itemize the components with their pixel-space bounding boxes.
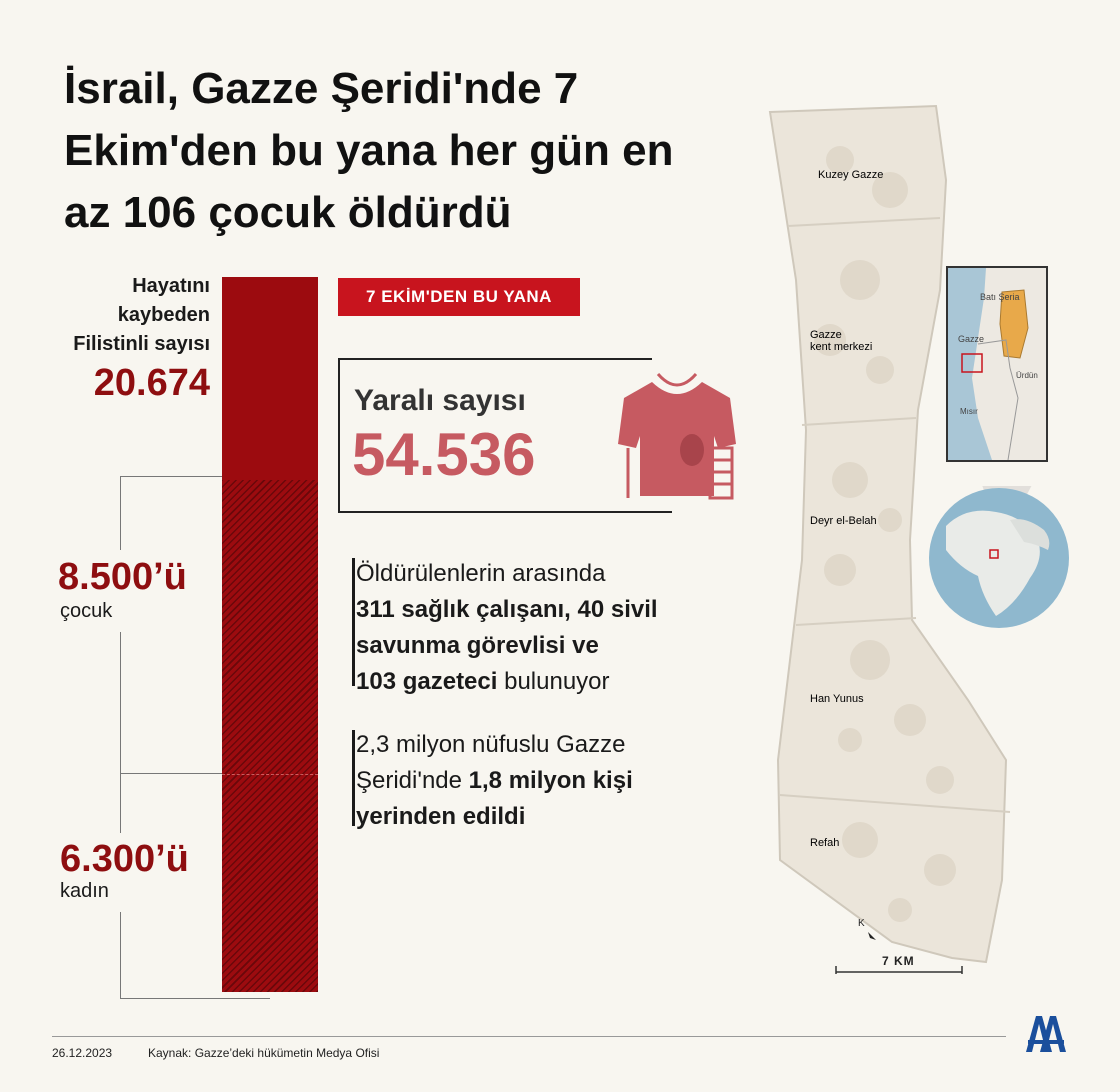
bracket-women-vertical-top: [120, 773, 121, 833]
since-badge: 7 EKİM'DEN BU YANA: [338, 278, 580, 316]
footer-date: 26.12.2023: [52, 1046, 113, 1060]
block1-line3: savunma görevlisi ve: [356, 632, 599, 659]
bar-children: [222, 480, 318, 775]
gaza-strip-map: Kuzey Gazze Gazze kent merkezi Deyr el-B…: [768, 104, 1011, 974]
map-label-rafah: Refah: [810, 837, 839, 849]
page-title: İsrail, Gazze Şeridi'nde 7 Ekim'den bu y…: [64, 64, 674, 237]
map-label-gaza-city: kent merkezi: [810, 341, 872, 353]
killed-value: 20.674: [93, 362, 210, 404]
map-label-north-gaza: Kuzey Gazze: [818, 169, 883, 181]
footer-source: Kaynak: Gazze’deki hükümetin Medya Ofisi: [148, 1046, 380, 1060]
wounded-label: Yaralı sayısı: [354, 384, 526, 417]
map-label-gaza: Gazze: [810, 329, 842, 341]
women-label: kadın: [60, 880, 109, 902]
block1-line2: 311 sağlık çalışanı, 40 sivil: [356, 596, 658, 623]
displacement-details: 2,3 milyon nüfuslu Gazze Şeridi'nde 1,8 …: [354, 727, 714, 835]
block1-line4-bold: 103 gazeteci: [356, 668, 498, 695]
block2-line2-bold: 1,8 milyon kişi: [468, 767, 633, 794]
block2-line2-plain: Şeridi'nde: [356, 767, 469, 794]
locator-inset-map: Batı Şeria Gazze Ürdün Mısır: [946, 266, 1048, 462]
women-value: 6.300’ü: [60, 838, 189, 880]
bar-killed-other: [222, 277, 318, 481]
inset-label-jordan: Ürdün: [1016, 371, 1038, 380]
casualties-details: Öldürülenlerin arasında 311 sağlık çalış…: [354, 556, 714, 700]
bracket-women-vertical-bottom: [120, 912, 121, 998]
north-arrow-icon: K: [858, 918, 876, 940]
block2-line1: 2,3 milyon nüfuslu Gazze: [356, 731, 626, 758]
children-value: 8.500’ü: [58, 556, 187, 598]
globe-locator-icon: [929, 486, 1069, 628]
inset-label-gaza: Gazze: [958, 334, 984, 344]
bracket-children-vertical-top: [120, 476, 121, 550]
killed-label: Hayatını kaybeden Filistinli sayısı: [73, 275, 210, 355]
bracket-children-top: [120, 476, 222, 477]
block1-rule: [352, 558, 355, 686]
aa-logo-icon: [1026, 1016, 1066, 1052]
map-scale-bar: [835, 966, 963, 974]
block1-line4-rest: bulunuyor: [497, 668, 610, 695]
map-label-deir-al-balah: Deyr el-Belah: [810, 515, 877, 527]
wounded-person-icon: [618, 372, 736, 500]
bracket-women-bottom: [120, 998, 270, 999]
footer-divider: [52, 1036, 1006, 1037]
children-label: çocuk: [60, 600, 113, 622]
inset-label-egypt: Mısır: [960, 407, 978, 416]
block2-rule: [352, 730, 355, 826]
block1-line1: Öldürülenlerin arasında: [356, 560, 606, 587]
bar-women: [222, 774, 318, 992]
map-label-khan-yunis: Han Yunus: [810, 693, 864, 705]
bracket-women-top: [120, 773, 222, 774]
map-scale-label: 7 KM: [882, 954, 915, 968]
svg-text:K: K: [858, 918, 865, 929]
wounded-value: 54.536: [352, 421, 536, 488]
inset-label-west-bank: Batı Şeria: [980, 292, 1020, 302]
bar-separator: [222, 774, 318, 776]
block2-line3: yerinden edildi: [356, 803, 526, 830]
wounded-box: [338, 358, 672, 513]
bracket-children-vertical-bottom: [120, 632, 121, 774]
